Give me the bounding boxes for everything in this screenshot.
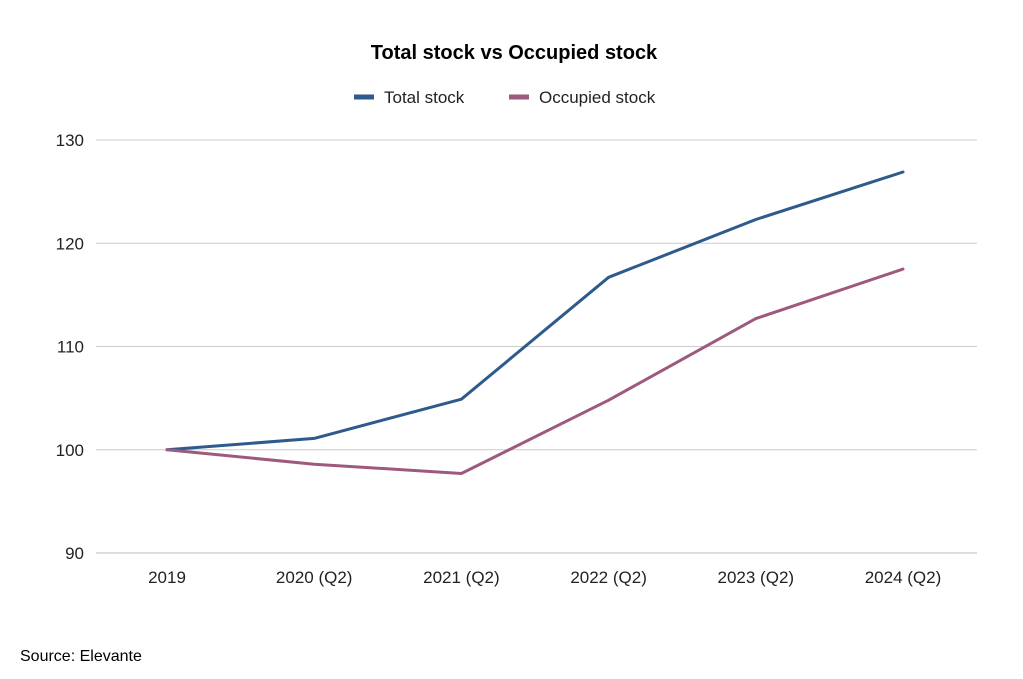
legend-label-total-stock: Total stock [384, 88, 465, 107]
y-tick-label: 100 [56, 441, 84, 460]
y-tick-label: 130 [56, 131, 84, 150]
x-tick-label: 2023 (Q2) [718, 568, 795, 587]
chart-title: Total stock vs Occupied stock [371, 42, 658, 64]
y-tick-label: 110 [57, 338, 84, 357]
x-tick-label: 2021 (Q2) [423, 568, 500, 587]
x-axis-ticks: 2019 2020 (Q2) 2021 (Q2) 2022 (Q2) 2023 (Q2)… [148, 568, 941, 587]
source-note: Source: Elevante [20, 648, 142, 665]
y-tick-label: 90 [65, 544, 84, 563]
x-tick-label: 2024 (Q2) [865, 568, 942, 587]
legend: Total stock Occupied stock [354, 88, 656, 107]
series-lines [165, 170, 905, 475]
series-line-occupied-stock [165, 267, 905, 475]
legend-label-occupied-stock: Occupied stock [539, 88, 656, 107]
y-tick-label: 120 [56, 234, 84, 253]
x-tick-label: 2019 [148, 568, 186, 587]
x-tick-label: 2020 (Q2) [276, 568, 353, 587]
series-line-total-stock [165, 170, 905, 452]
gridlines [96, 139, 977, 554]
y-axis-ticks: 90 100 110 120 130 [56, 131, 84, 563]
x-tick-label: 2022 (Q2) [570, 568, 647, 587]
